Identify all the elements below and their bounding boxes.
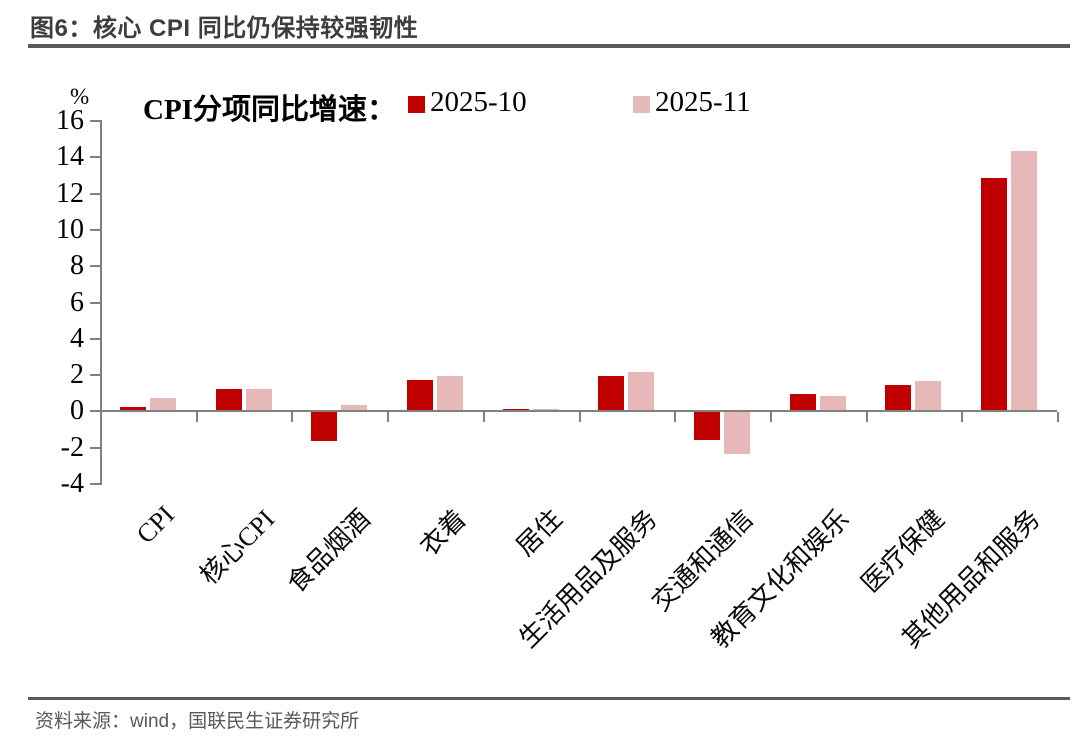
bar-2025-11-交通和通信 [724,412,751,455]
bar-2025-10-衣着 [406,379,433,411]
y-tick [90,337,100,340]
bar-2025-10-CPI [119,406,146,411]
x-axis-tick [387,412,390,423]
y-tick [90,410,100,413]
y-tick-label: 16 [56,105,84,136]
legend-label-2025-10: 2025-10 [430,86,527,118]
y-tick-label: 14 [56,141,84,173]
bar-2025-10-核心CPI [215,388,242,411]
bar-2025-11-生活用品及服务 [628,372,655,411]
bar-2025-10-教育文化和娱乐 [789,394,816,411]
x-axis-tick [1057,412,1059,423]
x-category-label: 食品烟酒 [281,504,376,599]
y-tick [90,446,100,449]
y-tick-label: 0 [70,395,84,427]
y-tick-label: 10 [56,213,84,245]
bar-2025-11-医疗保健 [915,381,942,411]
x-axis-tick [674,412,677,423]
footer-divider [28,697,1070,700]
x-axis-tick [769,412,772,423]
legend-swatch-2025-10 [408,95,425,113]
legend-title: CPI分项同比增速： [143,94,396,126]
source-note: 资料来源：wind，国联民生证券研究所 [35,711,360,732]
x-axis-tick [291,412,294,423]
y-tick [90,192,100,195]
bar-2025-11-居住 [532,408,559,411]
legend-item-2025-11: 2025-11 [633,86,751,119]
figure-title: 图6：核心 CPI 同比仍保持较强韧性 [30,15,419,42]
y-tick-label: -2 [60,431,84,463]
y-tick-label: 8 [70,250,84,282]
y-tick [90,228,100,231]
y-tick [90,265,100,268]
y-tick-label: 12 [56,177,84,209]
y-tick [90,120,100,122]
bar-2025-10-居住 [502,408,529,411]
legend-swatch-2025-11 [633,95,650,113]
x-axis-tick [865,412,868,423]
x-axis-tick [195,412,198,423]
y-tick-label: 4 [70,322,84,354]
legend-item-2025-10: 2025-10 [408,86,527,119]
y-tick [90,374,100,377]
bar-2025-10-生活用品及服务 [598,375,625,411]
y-axis [100,120,102,485]
x-category-label: 衣着 [414,504,472,562]
x-axis-tick [578,412,581,423]
bar-2025-10-其他用品和服务 [981,178,1008,411]
y-tick [90,483,100,485]
x-category-label: 居住 [510,504,568,562]
bar-2025-11-核心CPI [245,388,272,411]
y-tick-label: 6 [70,286,84,318]
x-axis-tick [961,412,964,423]
bar-2025-11-衣着 [436,375,463,411]
bar-2025-11-教育文化和娱乐 [819,395,846,411]
title-underline [28,44,1070,48]
y-axis-unit-label: % [70,84,90,109]
y-tick-label: -4 [60,468,84,499]
y-tick [90,301,100,304]
x-axis-tick [482,412,485,423]
y-tick [90,156,100,159]
bar-2025-11-其他用品和服务 [1011,150,1038,411]
bar-2025-11-CPI [149,397,176,411]
bar-2025-10-交通和通信 [694,412,721,440]
x-category-label: CPI [131,500,181,550]
legend-label-2025-11: 2025-11 [655,86,751,118]
bar-2025-11-食品烟酒 [341,404,368,411]
x-axis-zero-line [100,410,1057,413]
y-tick-label: 2 [70,359,84,391]
x-axis-tick [100,412,102,423]
x-category-label: 核心CPI [194,504,281,591]
bar-2025-10-食品烟酒 [311,412,338,442]
bar-2025-10-医疗保健 [885,384,912,411]
